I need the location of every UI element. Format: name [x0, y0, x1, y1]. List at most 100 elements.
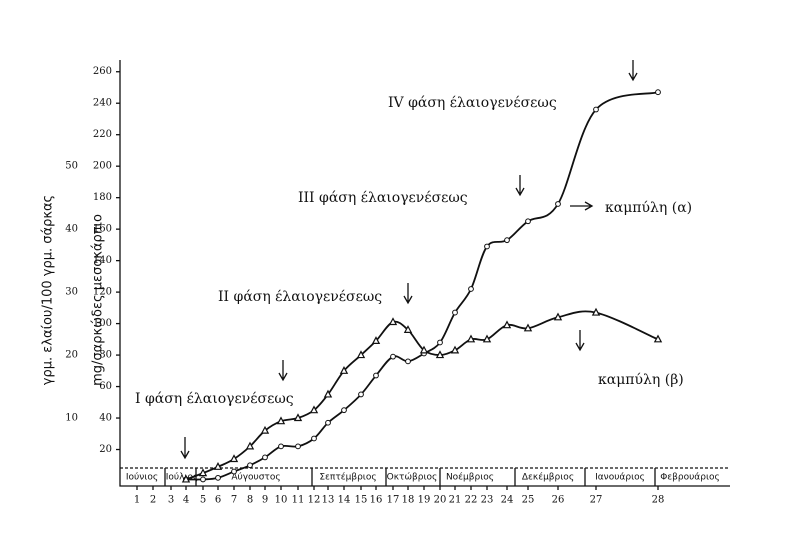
point	[435, 350, 445, 359]
x-tick-label: 23	[481, 495, 494, 506]
month-label: Ιούνιος	[126, 472, 158, 483]
x-tick-label: 14	[338, 495, 351, 506]
y-tick-label: 80	[99, 350, 112, 361]
series-line	[185, 91, 659, 481]
point	[231, 468, 237, 475]
point	[295, 443, 301, 450]
y-tick-label: 180	[93, 192, 112, 203]
x-tick-label: 15	[355, 495, 368, 506]
point	[403, 325, 413, 333]
point	[502, 320, 512, 329]
y-tick-label: 200	[93, 161, 112, 172]
month-label: Δεκέμβριος	[522, 472, 574, 483]
x-tick-label: 12	[308, 495, 321, 506]
month-label: Σεπτέμβριος	[319, 472, 376, 483]
x-tick-label: 6	[215, 495, 221, 506]
x-tick-label: 28	[652, 495, 665, 506]
point	[388, 317, 398, 326]
month-label: Ιούλιος	[166, 472, 199, 483]
point	[341, 407, 347, 414]
x-tick-label: 9	[262, 495, 268, 506]
annotation: II φάση έλαιογενέσεως	[218, 288, 382, 305]
x-tick-label: 17	[387, 495, 400, 506]
month-label: Ιανουάριος	[595, 473, 645, 483]
x-tick-label: 16	[370, 495, 383, 506]
point	[325, 419, 331, 426]
y-tick-label: 20	[99, 444, 112, 455]
legend-label: καμπύλη (α)	[605, 200, 692, 216]
y2-tick-label: 30	[65, 287, 78, 298]
point	[655, 89, 661, 96]
point	[523, 323, 533, 332]
x-tick-label: 21	[449, 495, 462, 506]
y2-tick-label: 50	[65, 161, 78, 172]
point	[484, 243, 490, 250]
point	[468, 286, 474, 292]
point	[311, 435, 317, 442]
y-tick-label: 100	[93, 318, 112, 329]
point	[309, 405, 319, 414]
x-tick-label: 22	[465, 495, 478, 506]
x-tick-label: 26	[552, 495, 565, 506]
x-tick-label: 20	[434, 495, 447, 506]
y-tick-label: 160	[93, 224, 112, 235]
legend-label: καμπύλη (β)	[598, 372, 684, 388]
y-tick-label: 240	[93, 98, 112, 109]
y-tick-label: 140	[93, 255, 112, 266]
point	[437, 339, 443, 346]
point	[525, 218, 531, 225]
point	[405, 358, 411, 365]
point	[260, 425, 270, 434]
y-tick-label: 120	[93, 287, 112, 298]
point	[247, 462, 253, 469]
point	[323, 389, 333, 398]
point	[452, 309, 458, 316]
y-tick-label: 60	[99, 381, 112, 392]
x-tick-label: 3	[168, 495, 174, 506]
x-tick-label: 11	[292, 495, 305, 506]
axis	[119, 60, 730, 487]
point	[504, 237, 510, 244]
x-tick-label: 4	[183, 495, 189, 506]
x-tick-label: 1	[134, 495, 140, 506]
x-tick-label: 27	[590, 495, 603, 506]
annotation: IV φάση έλαιογενέσεως	[388, 94, 557, 111]
point	[466, 334, 476, 343]
x-tick-label: 2	[150, 495, 156, 506]
point	[653, 334, 663, 343]
x-tick-label: 24	[501, 495, 514, 506]
x-tick-label: 13	[322, 495, 335, 506]
point	[358, 391, 364, 398]
arrows	[180, 60, 638, 460]
point	[339, 366, 349, 374]
x-tick-label: 8	[247, 495, 253, 506]
y2-tick-label: 40	[65, 224, 78, 235]
point	[200, 476, 206, 483]
y2-tick-label: 20	[65, 350, 78, 361]
point	[591, 307, 601, 316]
y-tick-label: 40	[99, 413, 112, 424]
point	[373, 372, 379, 379]
point	[450, 345, 460, 354]
month-label: Οκτώβριος	[387, 472, 438, 483]
x-tick-label: 10	[275, 495, 288, 506]
month-label: Φεβρουάριος	[660, 473, 720, 483]
y-axis-title: γρμ. ελαίου/100 γρμ. σάρκας	[41, 195, 56, 385]
point	[371, 336, 381, 345]
y2-axis-title: mg/σαρκώδες μεσοκάρπιο	[91, 214, 106, 386]
annotation: I φάση έλαιογενέσεως	[135, 390, 294, 407]
x-tick-label: 19	[418, 495, 431, 506]
x-tick-label: 25	[522, 495, 535, 506]
point	[553, 312, 563, 321]
point	[390, 353, 396, 360]
point	[278, 443, 284, 450]
point	[262, 454, 268, 461]
month-label: Αύγουστος	[231, 472, 280, 483]
annotation: III φάση έλαιογενέσεως	[298, 189, 468, 206]
point	[276, 416, 286, 425]
point	[181, 474, 191, 483]
point	[293, 413, 303, 422]
x-tick-label: 18	[402, 495, 415, 506]
point	[555, 201, 561, 207]
